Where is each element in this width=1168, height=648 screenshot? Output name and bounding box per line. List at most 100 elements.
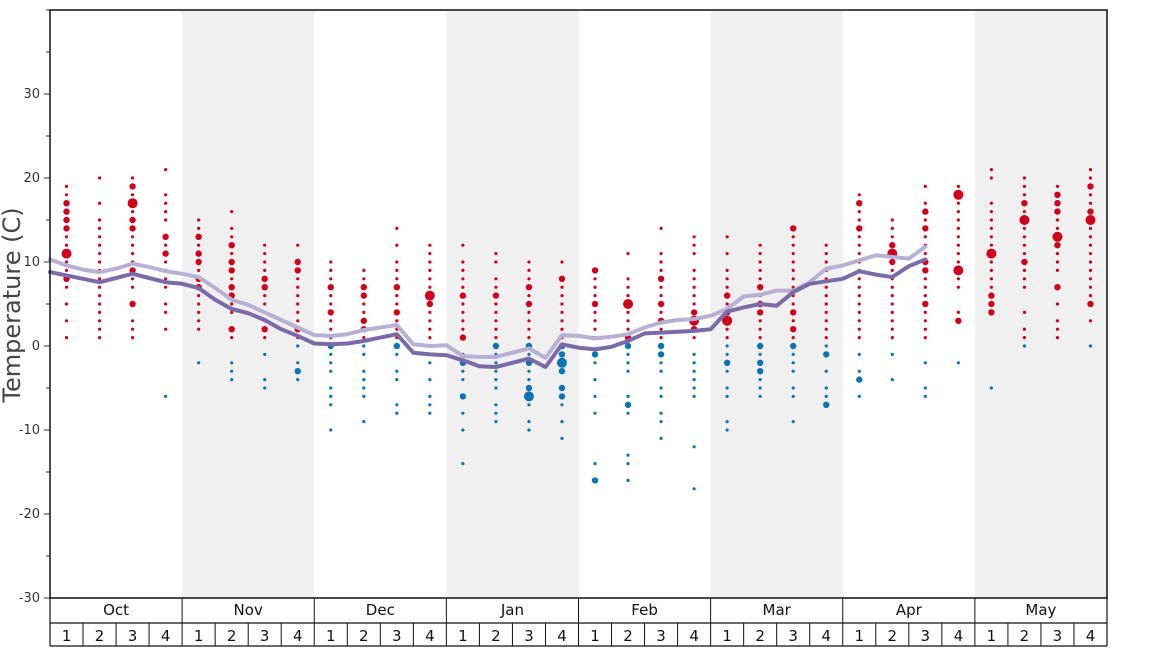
warm-temperature-point: [164, 210, 168, 214]
warm-temperature-point: [824, 327, 828, 331]
warm-temperature-point: [1054, 191, 1061, 198]
y-tick-label: 10: [23, 255, 40, 270]
warm-temperature-point: [758, 260, 762, 264]
warm-temperature-point: [230, 210, 234, 214]
warm-temperature-point: [461, 302, 465, 306]
cold-temperature-point: [558, 351, 566, 358]
cold-temperature-point: [692, 487, 696, 491]
cold-temperature-point: [791, 369, 795, 373]
warm-temperature-point: [591, 300, 599, 308]
warm-temperature-point: [164, 193, 168, 197]
cold-temperature-point: [659, 436, 663, 440]
week-label: 4: [821, 627, 831, 645]
month-label-may: May: [1025, 601, 1056, 619]
cold-temperature-point: [591, 477, 599, 484]
cold-temperature-point: [956, 361, 960, 365]
warm-temperature-point: [1055, 226, 1060, 230]
cold-temperature-point: [494, 369, 498, 373]
warm-temperature-point: [197, 226, 201, 230]
warm-temperature-point: [956, 235, 960, 239]
warm-temperature-point: [228, 326, 235, 333]
warm-temperature-point: [527, 277, 531, 281]
cold-temperature-point: [626, 478, 630, 482]
warm-temperature-point: [1022, 327, 1027, 331]
warm-temperature-point: [890, 310, 894, 314]
warm-temperature-point: [758, 319, 762, 323]
cold-temperature-point: [329, 369, 333, 373]
warm-temperature-point: [195, 258, 202, 266]
warm-temperature-point: [525, 300, 533, 308]
warm-temperature-point: [756, 284, 764, 291]
warm-temperature-point: [230, 226, 234, 230]
warm-temperature-point: [63, 200, 70, 207]
cold-temperature-point: [626, 369, 630, 373]
warm-temperature-point: [692, 252, 696, 256]
week-label: 1: [194, 627, 204, 645]
month-label-mar: Mar: [763, 601, 792, 619]
warm-temperature-point: [989, 218, 993, 222]
warm-temperature-point: [261, 284, 268, 291]
warm-temperature-point: [228, 284, 235, 291]
cold-temperature-point: [659, 411, 663, 415]
warm-temperature-point: [197, 302, 201, 306]
cold-temperature-point: [296, 361, 300, 365]
cold-temperature-point: [164, 394, 168, 398]
warm-temperature-point: [428, 285, 432, 289]
week-label: 1: [987, 627, 997, 645]
warm-temperature-point: [791, 268, 795, 272]
cold-temperature-point: [725, 369, 729, 373]
cold-temperature-point: [626, 361, 630, 365]
warm-temperature-point: [725, 285, 729, 289]
cold-temperature-point: [1022, 344, 1027, 348]
warm-temperature-point: [659, 336, 663, 340]
warm-temperature-point: [263, 243, 267, 247]
warm-temperature-point: [659, 327, 663, 331]
warm-temperature-point: [857, 277, 861, 281]
warm-temperature-point: [1055, 260, 1060, 264]
warm-temperature-point: [362, 336, 366, 340]
warm-temperature-point: [890, 336, 894, 340]
warm-temperature-point: [659, 252, 663, 256]
warm-temperature-point: [130, 285, 135, 289]
y-tick-label: -10: [19, 423, 40, 438]
y-axis-label: Temperature (C): [0, 207, 26, 403]
y-tick-label: 20: [23, 171, 40, 186]
warm-temperature-point: [692, 302, 696, 306]
week-label: 1: [62, 627, 72, 645]
warm-temperature-point: [1022, 285, 1027, 289]
warm-temperature-point: [527, 327, 531, 331]
warm-temperature-point: [890, 218, 894, 222]
cold-temperature-point: [393, 342, 401, 350]
warm-temperature-point: [428, 260, 432, 264]
cold-temperature-point: [362, 344, 366, 348]
week-label: 4: [293, 627, 303, 645]
warm-temperature-point: [790, 225, 797, 232]
week-label: 3: [392, 627, 402, 645]
week-label: 3: [921, 627, 931, 645]
warm-temperature-point: [263, 302, 267, 306]
warm-temperature-point: [428, 268, 432, 272]
cold-temperature-point: [791, 420, 795, 424]
warm-temperature-point: [97, 260, 102, 264]
warm-temperature-point: [329, 268, 333, 272]
warm-temperature-point: [494, 319, 498, 323]
warm-temperature-point: [626, 294, 630, 298]
week-label: 4: [161, 627, 171, 645]
warm-temperature-point: [428, 252, 432, 256]
cold-temperature-point: [692, 394, 696, 398]
warm-temperature-point: [692, 336, 696, 340]
cold-temperature-point: [230, 361, 234, 365]
warm-temperature-point: [395, 294, 399, 298]
cold-temperature-point: [395, 411, 399, 415]
warm-temperature-point: [97, 310, 102, 314]
warm-temperature-point: [956, 243, 960, 247]
warm-temperature-point: [527, 268, 531, 272]
warm-temperature-point: [261, 326, 268, 333]
month-label-dec: Dec: [366, 601, 395, 619]
warm-temperature-point: [758, 252, 762, 256]
warm-temperature-point: [1054, 208, 1061, 215]
week-label: 1: [326, 627, 336, 645]
warm-temperature-point: [527, 294, 531, 298]
warm-temperature-point: [428, 319, 432, 323]
warm-temperature-point: [1022, 235, 1027, 239]
